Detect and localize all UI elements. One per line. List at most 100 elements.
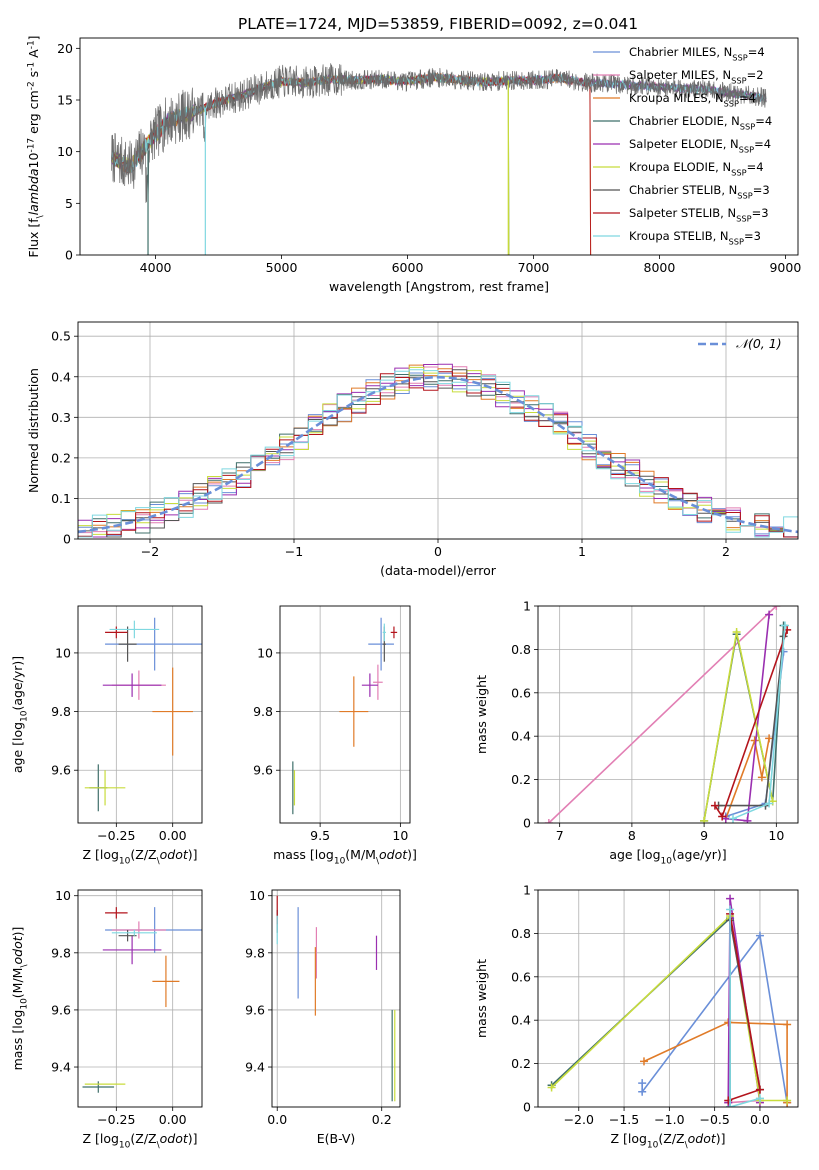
error-point bbox=[390, 626, 398, 639]
weight-marker bbox=[700, 816, 709, 823]
weight-marker bbox=[724, 1096, 733, 1105]
x-tick-label: −2.0 bbox=[564, 1112, 594, 1127]
y-tick-label: 10 bbox=[249, 888, 265, 903]
weight-marker bbox=[732, 628, 741, 637]
weight-line bbox=[643, 1021, 788, 1103]
weight-marker bbox=[743, 816, 752, 823]
Z-age-marks bbox=[84, 617, 202, 812]
error-point bbox=[373, 664, 383, 700]
axes-frame bbox=[537, 605, 799, 824]
y-tick-label: 0.2 bbox=[51, 450, 71, 465]
y-tick-label: 0 bbox=[523, 816, 531, 831]
y-tick-label: 9.8 bbox=[51, 945, 71, 960]
Z-weight-panel: −2.0 −1.5 −1.0 −0.5 0.0 0 0.2 0.4 0.6 0.8 1 Z [log1… bbox=[474, 883, 799, 1151]
y-axis-label: mass weight bbox=[474, 675, 489, 754]
error-point bbox=[102, 673, 162, 697]
error-point bbox=[105, 907, 128, 919]
weight-marker bbox=[765, 610, 774, 619]
x-tick-label: 9000 bbox=[769, 260, 801, 275]
x-tick-label: 0.0 bbox=[267, 1112, 287, 1127]
weight-marker bbox=[729, 814, 737, 823]
axes-frame bbox=[537, 889, 799, 1108]
mass-age-panel: 9.5 10 9.6 9.8 10 mass [log10(M/M\odot)] bbox=[253, 605, 417, 867]
residual-legend: 𝒩(0, 1) bbox=[698, 336, 782, 351]
weight-marker bbox=[755, 931, 764, 940]
x-axis-label: Z [log10(Z/Z\odot)] bbox=[610, 1131, 725, 1151]
weight-line bbox=[548, 606, 777, 823]
x-tick-label: 5000 bbox=[266, 260, 298, 275]
legend-label: Salpeter STELIB, NSSP=3 bbox=[629, 206, 769, 224]
age-weight-marks bbox=[544, 606, 792, 823]
x-tick-label: −0.25 bbox=[97, 1112, 135, 1127]
x-tick-label: −1.0 bbox=[654, 1112, 684, 1127]
x-tick-label: 8000 bbox=[644, 260, 676, 275]
legend-label: 𝒩(0, 1) bbox=[736, 336, 782, 351]
y-tick-label: 9.8 bbox=[51, 704, 71, 719]
weight-marker bbox=[638, 1087, 647, 1096]
y-tick-label: 15 bbox=[57, 93, 73, 108]
y-tick-label: 0.4 bbox=[511, 729, 531, 744]
residual-histogram bbox=[78, 366, 798, 538]
y-axis-label: mass weight bbox=[474, 959, 489, 1038]
y-tick-label: 9.8 bbox=[253, 704, 273, 719]
y-tick-label: 9.4 bbox=[51, 1060, 71, 1075]
x-tick-label: 0.0 bbox=[750, 1112, 770, 1127]
y-axis-label: Normed distribution bbox=[26, 368, 41, 493]
weight-marker bbox=[755, 1085, 764, 1094]
y-tick-label: 0.1 bbox=[51, 491, 71, 506]
weight-marker bbox=[639, 1057, 648, 1066]
error-point bbox=[111, 929, 157, 936]
axes-frame bbox=[271, 889, 401, 1108]
x-axis-label: E(B-V) bbox=[317, 1131, 356, 1146]
error-point bbox=[84, 770, 126, 806]
error-point bbox=[111, 921, 166, 939]
weight-marker bbox=[755, 1094, 764, 1103]
weight-marker bbox=[765, 734, 774, 743]
figure-title: PLATE=1724, MJD=53859, FIBERID=0092, z=0… bbox=[238, 15, 638, 33]
y-tick-label: 0.4 bbox=[511, 1013, 531, 1028]
x-tick-label: 10 bbox=[392, 828, 408, 843]
weight-marker bbox=[750, 736, 759, 745]
error-point bbox=[361, 673, 378, 697]
weight-marker bbox=[726, 905, 735, 914]
y-tick-label: 0.2 bbox=[511, 772, 531, 787]
residuals-marks bbox=[78, 363, 798, 538]
x-tick-label: 9.5 bbox=[310, 828, 330, 843]
mass-age-marks bbox=[292, 617, 398, 815]
residuals-panel: −2 −1 0 1 2 0 0.1 0.2 0.3 0.4 0.5 (data-model)/erro… bbox=[26, 321, 799, 578]
weight-marker bbox=[772, 606, 781, 610]
legend-label: Chabrier ELODIE, NSSP=4 bbox=[629, 114, 772, 132]
y-tick-label: 0 bbox=[523, 1100, 531, 1115]
y-tick-label: 0 bbox=[63, 532, 71, 547]
legend-label: Kroupa MILES, NSSP=4 bbox=[629, 91, 756, 109]
weight-marker bbox=[726, 894, 735, 903]
spectrum-data-line bbox=[111, 63, 767, 203]
legend-label: Kroupa STELIB, NSSP=3 bbox=[629, 229, 761, 247]
x-tick-label: 8 bbox=[628, 828, 636, 843]
weight-marker bbox=[718, 812, 727, 821]
spectrum-legend: Chabrier MILES, NSSP=4 Salpeter MILES, NS… bbox=[593, 45, 772, 247]
axes-frame bbox=[79, 37, 799, 256]
error-point bbox=[82, 1081, 115, 1093]
weight-marker bbox=[783, 1020, 792, 1029]
x-tick-label: 0 bbox=[434, 544, 442, 559]
x-tick-label: 0.00 bbox=[159, 1112, 187, 1127]
y-tick-label: 0.5 bbox=[51, 329, 71, 344]
residual-histogram bbox=[78, 369, 798, 538]
x-tick-label: 2 bbox=[722, 544, 730, 559]
error-point bbox=[109, 620, 160, 639]
weight-marker bbox=[638, 1079, 647, 1088]
error-point bbox=[118, 929, 137, 942]
weight-marker bbox=[710, 801, 719, 810]
y-tick-label: 10 bbox=[55, 645, 71, 660]
x-tick-label: −0.25 bbox=[97, 828, 135, 843]
Z-weight-marks bbox=[547, 894, 792, 1107]
error-point bbox=[152, 667, 193, 756]
x-tick-label: 4000 bbox=[140, 260, 172, 275]
y-tick-label: 9.6 bbox=[253, 763, 273, 778]
x-tick-label: 0.00 bbox=[159, 828, 187, 843]
y-tick-label: 0.2 bbox=[511, 1056, 531, 1071]
x-tick-label: −1.5 bbox=[609, 1112, 639, 1127]
y-tick-label: 0.6 bbox=[511, 685, 531, 700]
residual-histogram bbox=[78, 374, 798, 538]
